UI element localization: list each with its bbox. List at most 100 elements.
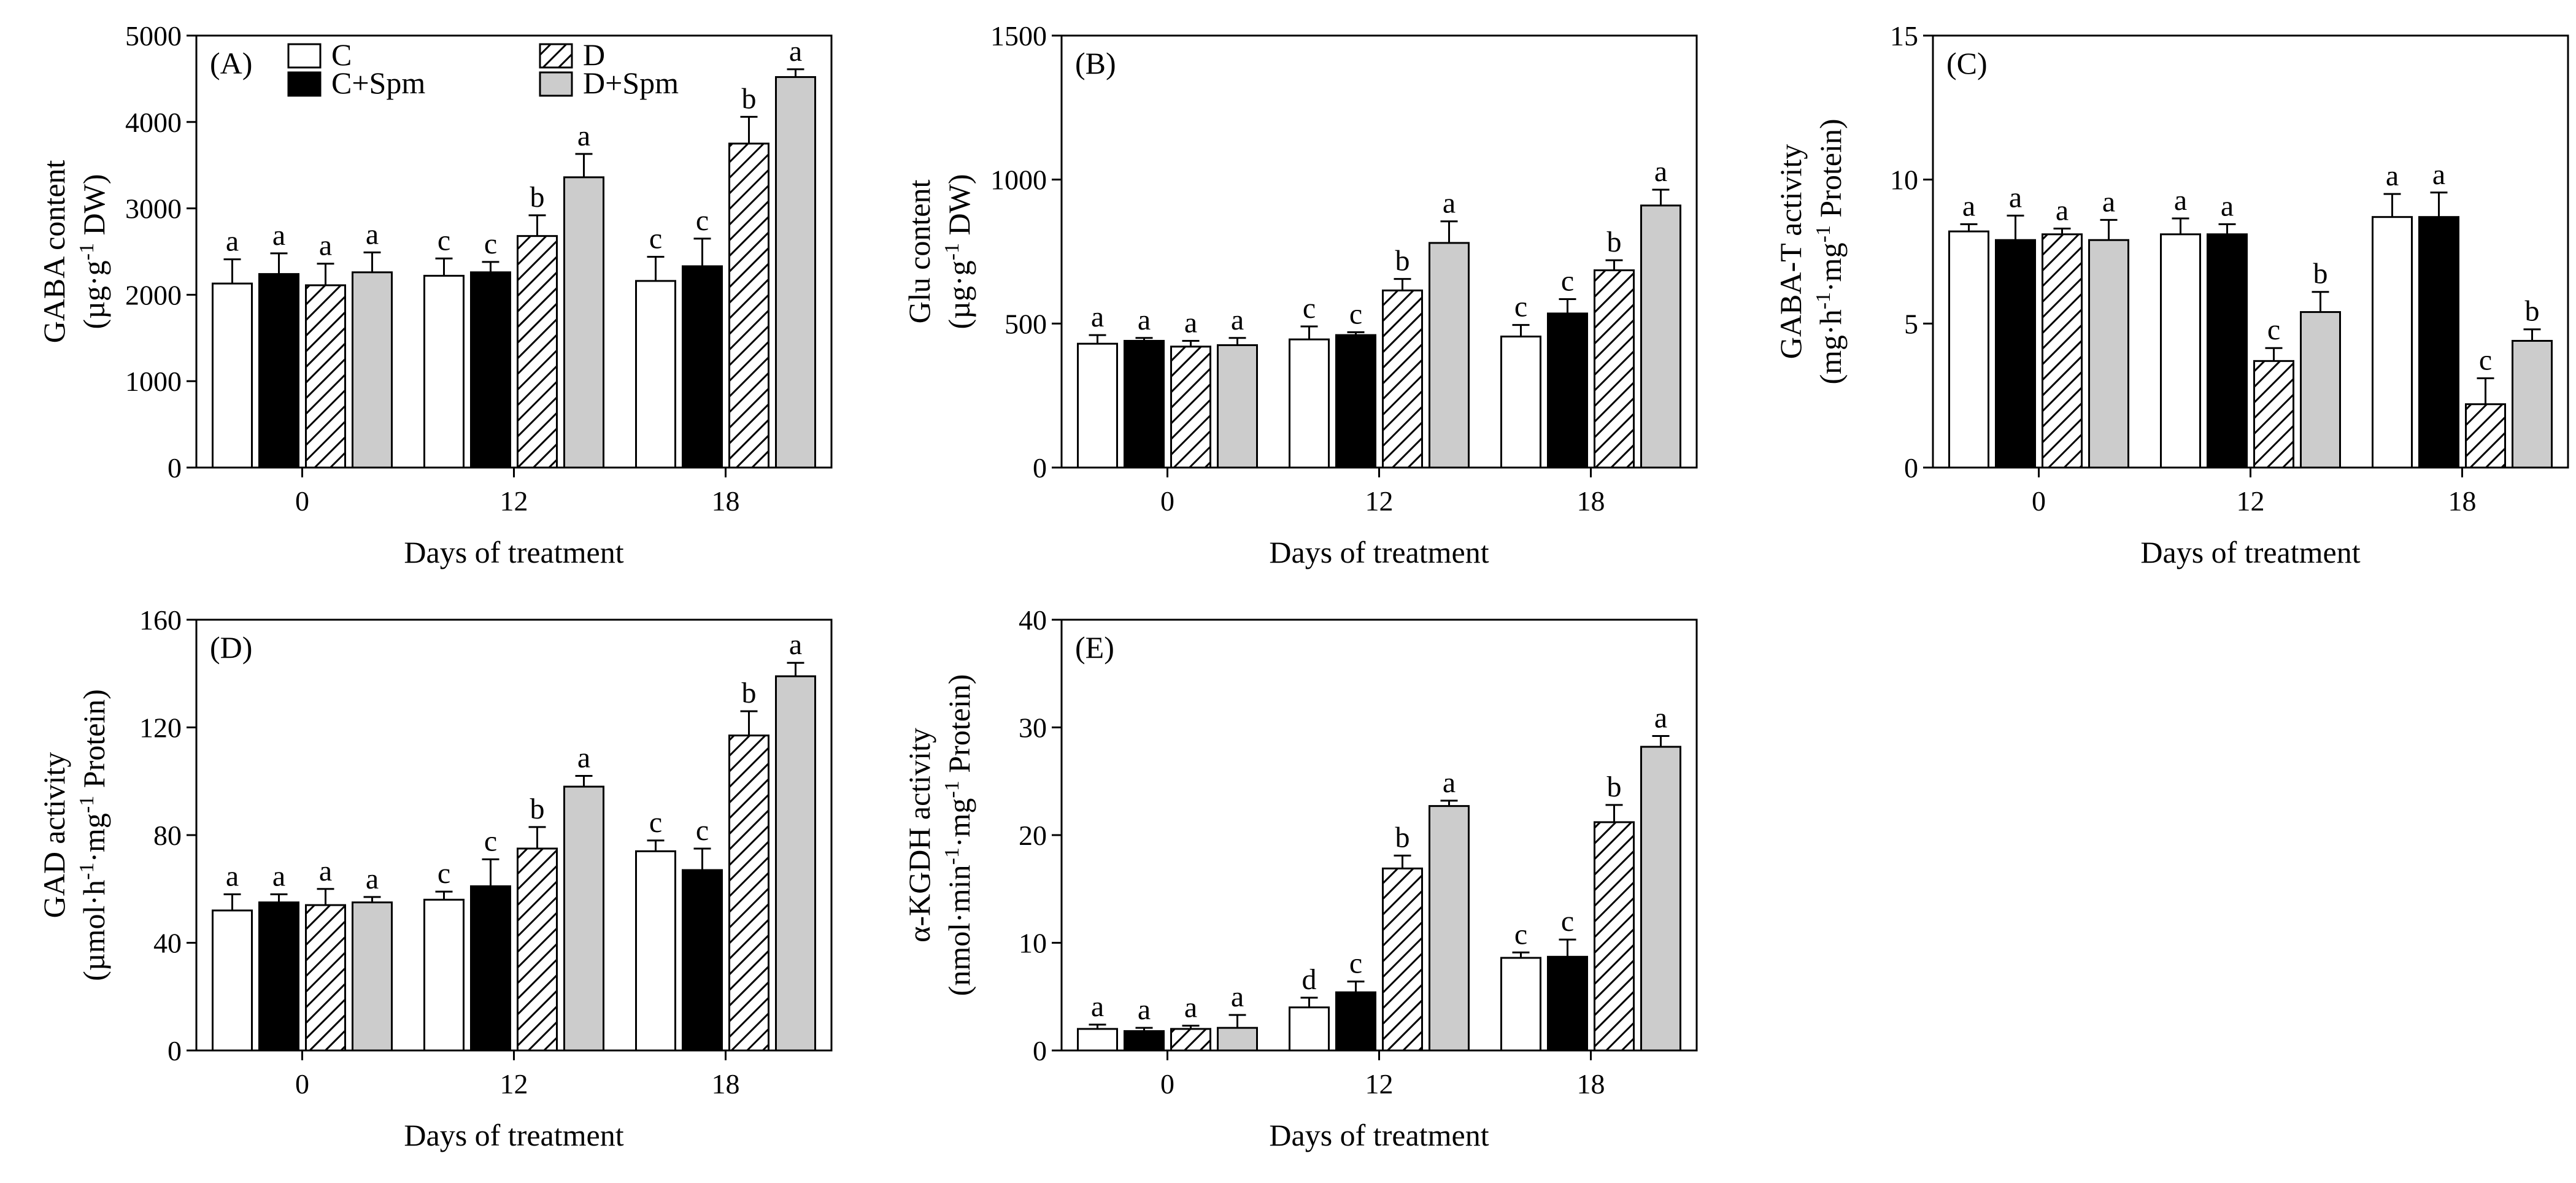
y-tick-label: 15 — [1890, 20, 1918, 52]
bar-d-spm — [775, 675, 816, 1052]
significance-letter: c — [1349, 298, 1362, 330]
bar-c-spm — [682, 265, 723, 469]
bar-c-spm — [1124, 339, 1165, 469]
significance-letter: b — [530, 793, 545, 825]
y-tick-label: 40 — [1019, 604, 1047, 636]
significance-letter: b — [1607, 226, 1622, 258]
y-tick-label: 2000 — [125, 279, 182, 310]
bar-d-spm — [352, 271, 393, 469]
significance-letter: a — [1091, 990, 1104, 1023]
y-tick-label: 0 — [1033, 452, 1047, 484]
bar-d — [1170, 1028, 1211, 1052]
significance-letter: c — [649, 806, 662, 839]
significance-letter: c — [696, 814, 709, 847]
significance-letter: c — [438, 857, 450, 890]
x-tick-label: 12 — [500, 485, 528, 517]
y-tick-label: 10 — [1890, 164, 1918, 196]
x-tick-label: 0 — [2032, 485, 2046, 517]
bar-d — [517, 847, 558, 1052]
significance-letter: c — [1514, 918, 1527, 950]
y-axis-unit: (nmol·min-1·mg-1 Protein) — [941, 674, 977, 996]
significance-letter: c — [1349, 947, 1362, 980]
significance-letter: a — [1091, 301, 1104, 333]
bar-c-spm — [1124, 1030, 1165, 1052]
y-tick-label: 0 — [1033, 1035, 1047, 1066]
significance-letter: a — [226, 225, 239, 258]
significance-letter: a — [1654, 702, 1667, 734]
significance-letter: a — [789, 628, 802, 661]
y-tick-label: 1000 — [125, 366, 182, 397]
y-axis-unit: (µg·g-1 DW) — [941, 174, 977, 329]
bar-d-spm — [563, 176, 604, 469]
bar-d — [2253, 360, 2294, 469]
y-axis-title: GABA content — [37, 160, 71, 344]
panel-tag: (A) — [210, 46, 252, 80]
x-tick-label: 18 — [712, 1068, 740, 1100]
panel-tag: (D) — [210, 630, 252, 665]
bar-c — [1289, 1006, 1330, 1052]
bar-d — [305, 904, 346, 1052]
significance-letter: a — [1184, 306, 1197, 339]
x-axis-title: Days of treatment — [404, 1118, 623, 1152]
y-tick-label: 120 — [139, 712, 182, 744]
y-tick-label: 10 — [1019, 928, 1047, 959]
bar-c-spm — [682, 869, 723, 1052]
significance-letter: a — [272, 219, 285, 252]
significance-letter: a — [577, 120, 590, 152]
bar-c — [1500, 335, 1541, 469]
y-axis-title: GABA-T activity — [1773, 144, 1808, 359]
x-tick-label: 12 — [1365, 485, 1394, 517]
significance-letter: a — [366, 863, 379, 895]
significance-letter: a — [1138, 993, 1151, 1026]
bar-d — [1382, 289, 1423, 469]
y-axis-unit: (mg·h-1·mg-1 Protein) — [1812, 119, 1848, 385]
bar-d — [728, 734, 769, 1052]
bar-c — [1289, 338, 1330, 469]
bar-c — [2160, 233, 2201, 469]
y-tick-label: 40 — [153, 928, 182, 959]
significance-letter: b — [1607, 771, 1622, 803]
bar-d-spm — [1429, 805, 1470, 1052]
bar-d — [1594, 821, 1635, 1052]
x-axis-title: Days of treatment — [404, 535, 623, 569]
bar-c-spm — [470, 271, 511, 469]
x-tick-label: 12 — [1365, 1068, 1394, 1100]
significance-letter: c — [696, 204, 709, 237]
bar-c-spm — [258, 273, 299, 469]
significance-letter: a — [1231, 304, 1244, 336]
bar-c — [635, 280, 676, 469]
x-tick-label: 0 — [1160, 1068, 1174, 1100]
bar-c-spm — [470, 885, 511, 1052]
significance-letter: a — [366, 218, 379, 250]
significance-letter: a — [319, 855, 332, 887]
y-tick-label: 5 — [1904, 308, 1918, 339]
legend-swatch-d-spm — [539, 71, 573, 97]
y-axis-title: α-KGDH activity — [902, 728, 936, 942]
y-axis-unit: (µg·g-1 DW) — [75, 174, 112, 329]
bar-c — [2372, 216, 2413, 469]
y-tick-label: 4000 — [125, 107, 182, 138]
panel-tag: (E) — [1075, 630, 1114, 665]
bar-c-spm — [1995, 239, 2036, 469]
x-tick-label: 18 — [712, 485, 740, 517]
bar-d — [517, 235, 558, 469]
significance-letter: c — [1561, 264, 1574, 297]
y-tick-label: 0 — [1904, 452, 1918, 484]
bar-c — [423, 898, 465, 1052]
x-axis-title: Days of treatment — [2140, 535, 2360, 569]
significance-letter: b — [742, 82, 757, 115]
significance-letter: c — [2267, 314, 2280, 346]
bar-c — [423, 274, 465, 469]
significance-letter: c — [1303, 292, 1316, 325]
bar-d — [1382, 867, 1423, 1052]
significance-letter: a — [1962, 190, 1975, 222]
bar-c — [635, 850, 676, 1052]
bar-d — [728, 142, 769, 469]
significance-letter: b — [530, 181, 545, 214]
significance-letter: a — [2056, 194, 2069, 226]
y-axis-title: GAD activity — [37, 752, 71, 919]
significance-letter: b — [2313, 258, 2328, 290]
significance-letter: a — [1231, 981, 1244, 1013]
